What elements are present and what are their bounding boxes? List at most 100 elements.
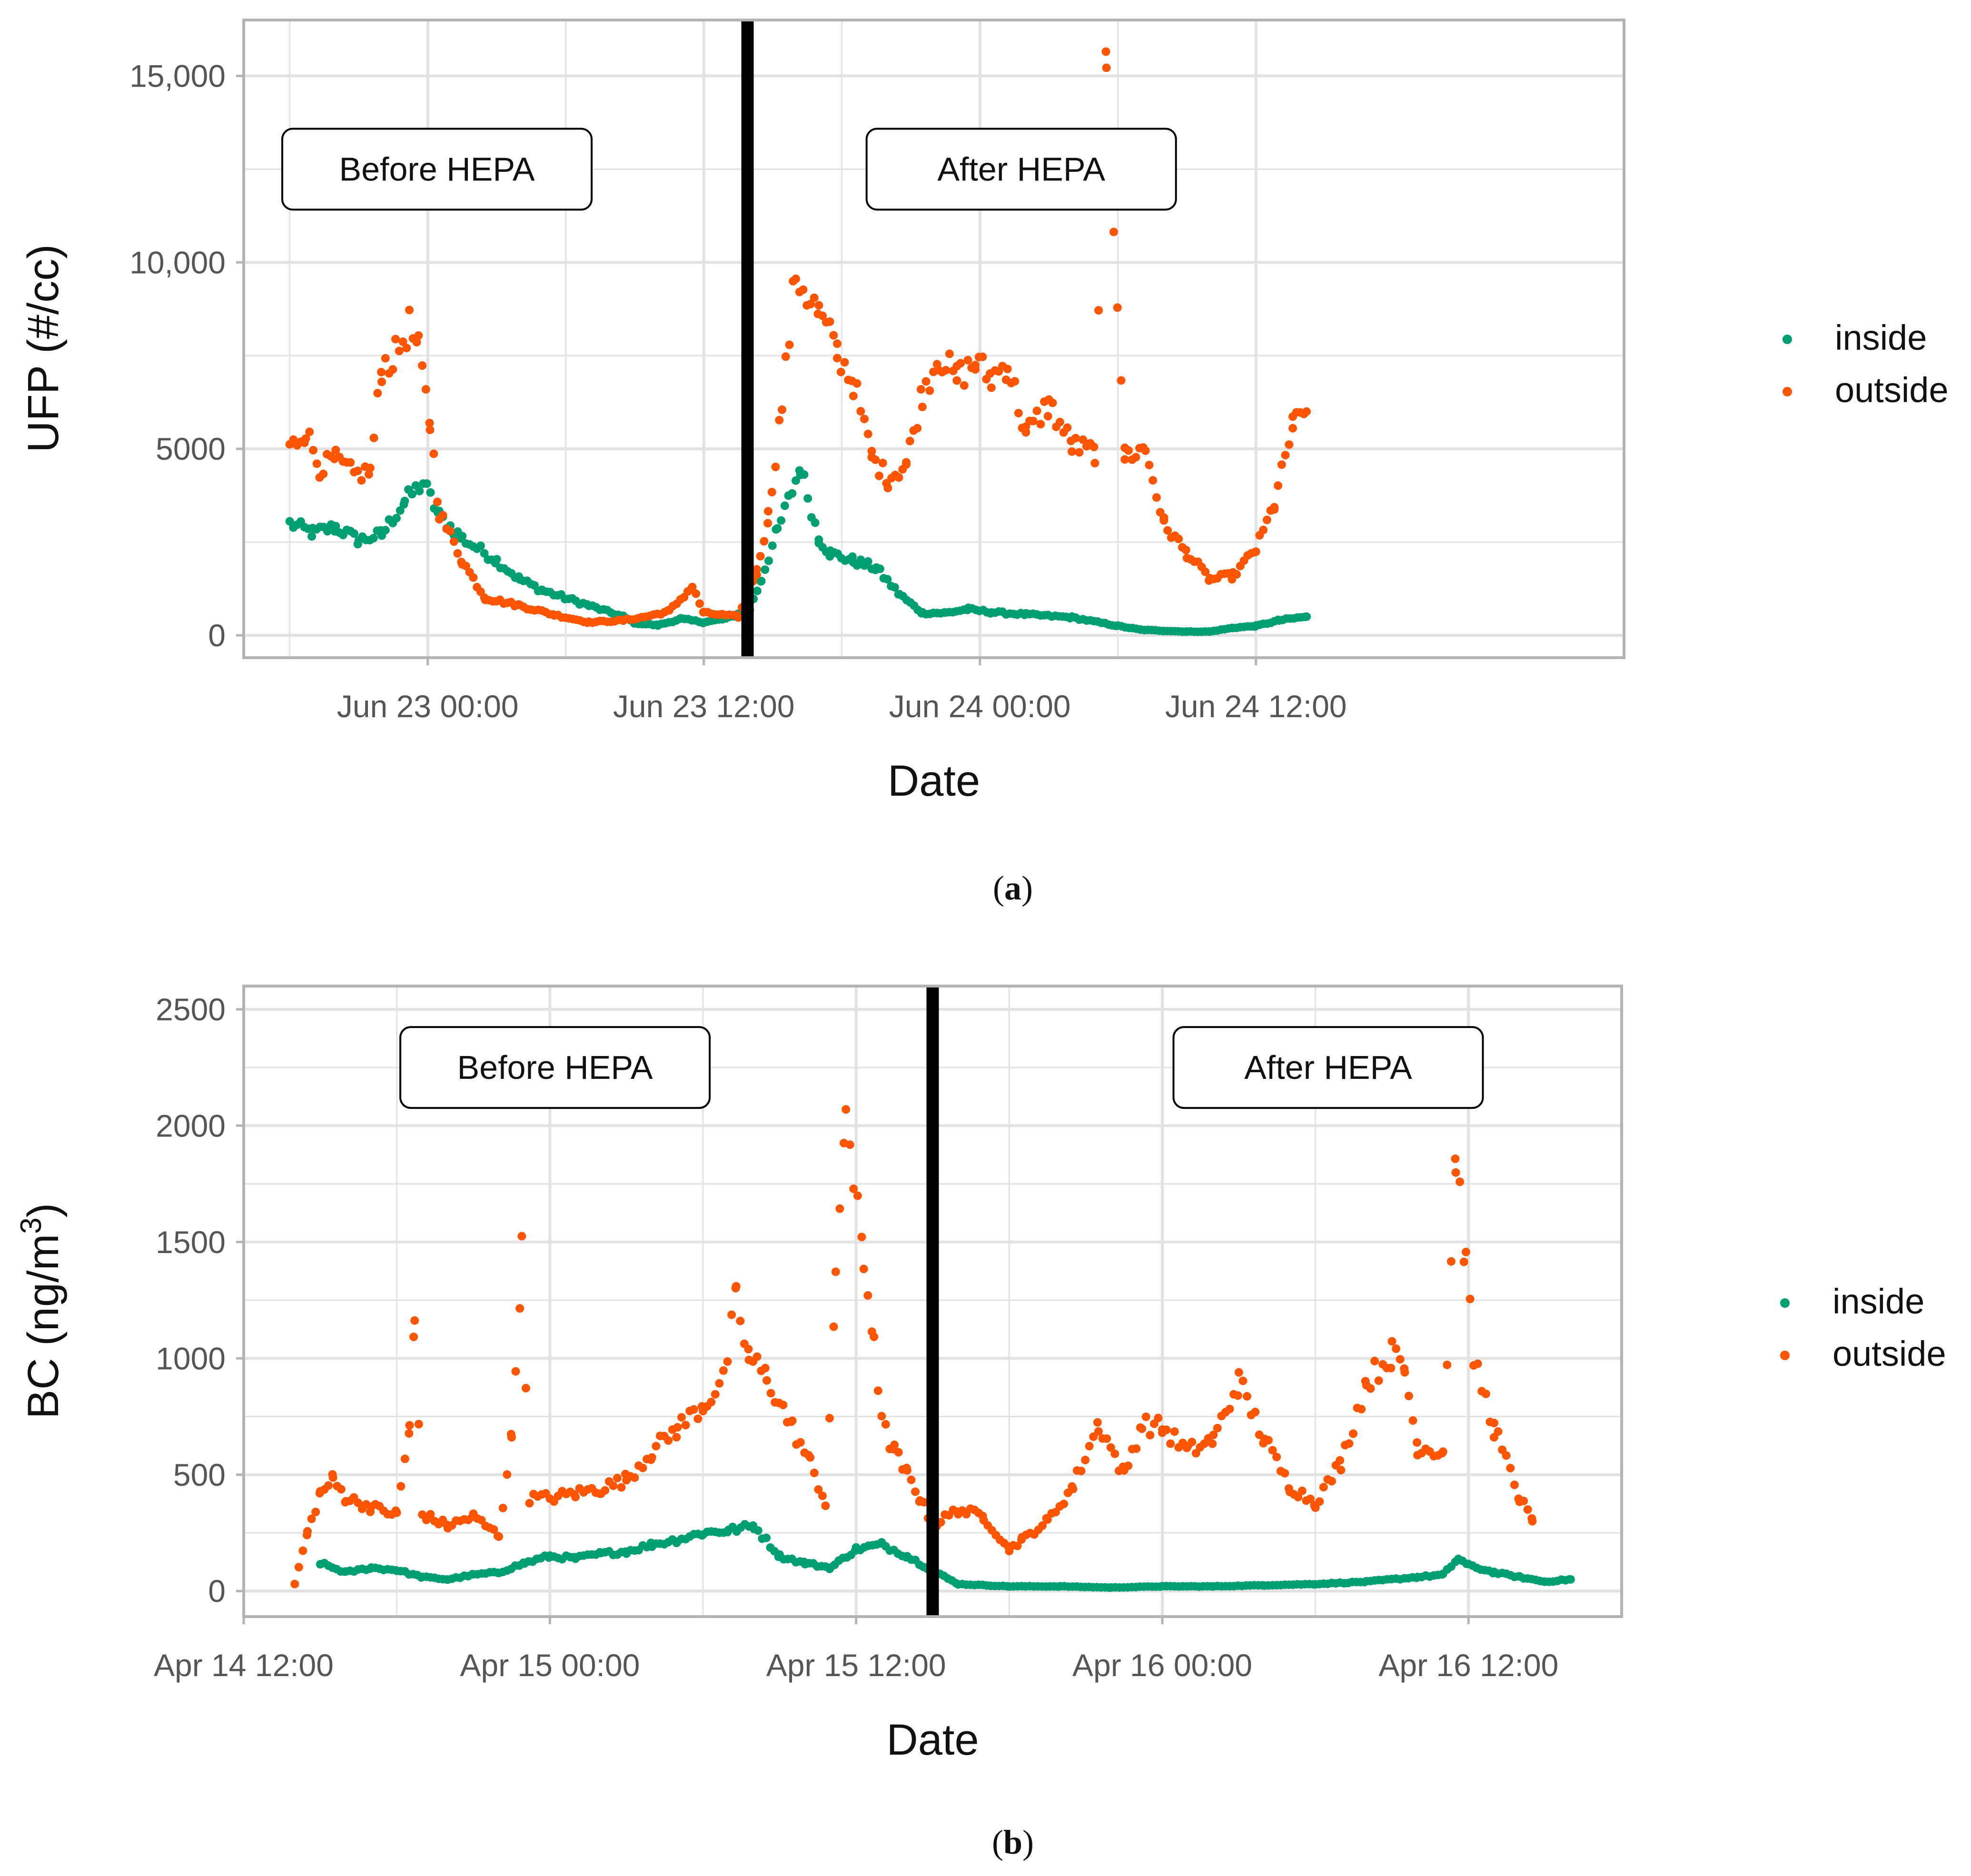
data-point-outside <box>571 1492 580 1501</box>
data-point-outside <box>781 352 790 361</box>
data-point-outside <box>766 1389 775 1398</box>
data-point-inside <box>492 555 501 564</box>
data-point-outside <box>1400 1368 1409 1377</box>
data-point-outside <box>1124 1461 1133 1471</box>
data-point-outside <box>303 1527 312 1536</box>
data-point-outside <box>311 1508 320 1517</box>
data-point-outside <box>1090 459 1099 468</box>
chart-a-x-axis-title: Date <box>888 757 980 805</box>
data-point-inside <box>890 583 899 592</box>
data-point-outside <box>1311 1503 1320 1512</box>
data-point-outside <box>814 1485 823 1494</box>
data-point-outside <box>971 365 980 374</box>
data-point-outside <box>963 355 972 365</box>
data-point-inside <box>458 532 467 541</box>
data-point-outside <box>715 1379 724 1388</box>
data-point-outside <box>1094 306 1103 315</box>
data-point-inside <box>863 557 872 566</box>
data-point-outside <box>391 335 400 344</box>
data-point-outside <box>425 418 434 427</box>
data-point-outside <box>357 476 366 485</box>
data-point-outside <box>511 1367 520 1376</box>
chart-a-gridlines <box>244 20 1624 658</box>
y-tick-label: 0 <box>208 1573 226 1609</box>
data-point-inside <box>407 490 416 499</box>
data-point-outside <box>647 1453 656 1462</box>
data-point-outside <box>1294 1492 1303 1501</box>
data-point-inside <box>753 586 762 595</box>
data-point-outside <box>1489 1419 1498 1428</box>
data-point-outside <box>818 1491 827 1501</box>
data-point-outside <box>1466 1294 1475 1303</box>
annotation-box: Before HEPA <box>399 1026 711 1109</box>
data-point-outside <box>652 1442 661 1451</box>
y-tick-label: 5000 <box>156 431 226 466</box>
data-point-outside <box>1109 227 1118 237</box>
data-point-outside <box>1170 1427 1179 1436</box>
data-point-outside <box>1141 1412 1150 1422</box>
data-point-outside <box>426 1510 435 1519</box>
x-tick-label: Apr 14 12:00 <box>154 1648 334 1683</box>
data-point-outside <box>630 1473 639 1482</box>
data-point-outside <box>821 1501 830 1511</box>
data-point-outside <box>692 589 701 598</box>
y-tick-label: 500 <box>173 1457 226 1492</box>
data-point-outside <box>1014 409 1023 418</box>
data-point-outside <box>294 1563 303 1572</box>
y-tick-label: 1500 <box>156 1224 226 1260</box>
annotation-box: Before HEPA <box>281 128 593 211</box>
data-point-outside <box>366 464 375 473</box>
legend-label-outside: outside <box>1835 370 1949 410</box>
data-point-outside <box>489 1525 498 1534</box>
data-point-outside <box>856 407 865 416</box>
data-point-outside <box>1233 1391 1242 1400</box>
data-point-outside <box>1232 570 1241 579</box>
data-point-outside <box>1032 406 1041 415</box>
data-point-outside <box>1106 1443 1115 1452</box>
data-point-outside <box>1069 1484 1078 1493</box>
data-point-outside <box>836 367 845 376</box>
data-point-outside <box>429 449 438 458</box>
data-point-outside <box>1093 1418 1102 1427</box>
data-point-outside <box>1213 1423 1222 1432</box>
data-point-outside <box>426 425 435 434</box>
legend-entry-outside: outside <box>1780 1334 1946 1373</box>
data-point-outside <box>1366 1384 1375 1393</box>
data-point-outside <box>1242 1392 1251 1401</box>
data-point-outside <box>1327 1477 1336 1486</box>
data-point-outside <box>918 403 927 412</box>
data-point-outside <box>831 1267 840 1276</box>
data-point-outside <box>764 507 773 516</box>
data-point-outside <box>859 1264 868 1274</box>
data-point-outside <box>1117 376 1126 385</box>
data-point-outside <box>1280 1469 1289 1478</box>
data-point-outside <box>1302 407 1311 416</box>
data-point-outside <box>825 1413 834 1422</box>
data-point-outside <box>298 1546 307 1555</box>
data-point-outside <box>1146 1431 1155 1440</box>
data-point-outside <box>421 385 430 394</box>
legend-key-inside <box>1780 1298 1790 1308</box>
data-point-outside <box>806 299 815 308</box>
data-point-outside <box>337 1485 346 1494</box>
legend-entry-outside: outside <box>1783 370 1949 410</box>
data-point-inside <box>422 479 431 488</box>
data-point-outside <box>1145 461 1154 470</box>
data-point-outside <box>331 445 340 454</box>
x-tick-label: Jun 24 12:00 <box>1165 689 1347 724</box>
y-tick-label: 2500 <box>156 992 226 1027</box>
data-point-outside <box>902 1466 911 1475</box>
data-point-outside <box>1387 1363 1396 1372</box>
data-point-outside <box>689 1405 698 1414</box>
data-point-outside <box>1075 448 1084 457</box>
data-point-inside <box>1302 612 1311 621</box>
data-point-outside <box>761 1363 770 1372</box>
data-point-outside <box>916 385 925 394</box>
data-point-outside <box>763 1376 772 1385</box>
data-point-outside <box>449 537 458 546</box>
data-point-outside <box>1264 1436 1273 1445</box>
data-point-outside <box>328 1473 337 1482</box>
annotation-label: After HEPA <box>937 150 1105 188</box>
data-point-outside <box>461 562 470 571</box>
data-point-outside <box>1251 547 1260 556</box>
